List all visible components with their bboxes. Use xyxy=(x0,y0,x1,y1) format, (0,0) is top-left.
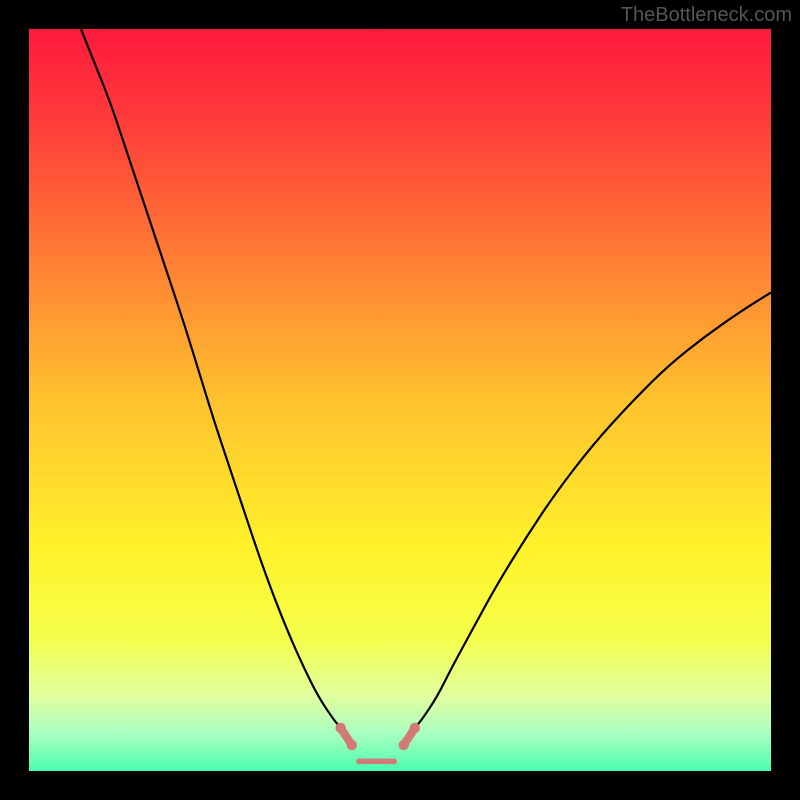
watermark-text: TheBottleneck.com xyxy=(621,4,792,27)
marker-connector xyxy=(341,728,352,745)
chart-plot-area xyxy=(29,29,771,771)
curve-left-branch xyxy=(81,29,341,728)
curve-right-branch xyxy=(415,292,771,728)
curve-overlay xyxy=(29,29,771,771)
marker-connector xyxy=(404,728,415,745)
